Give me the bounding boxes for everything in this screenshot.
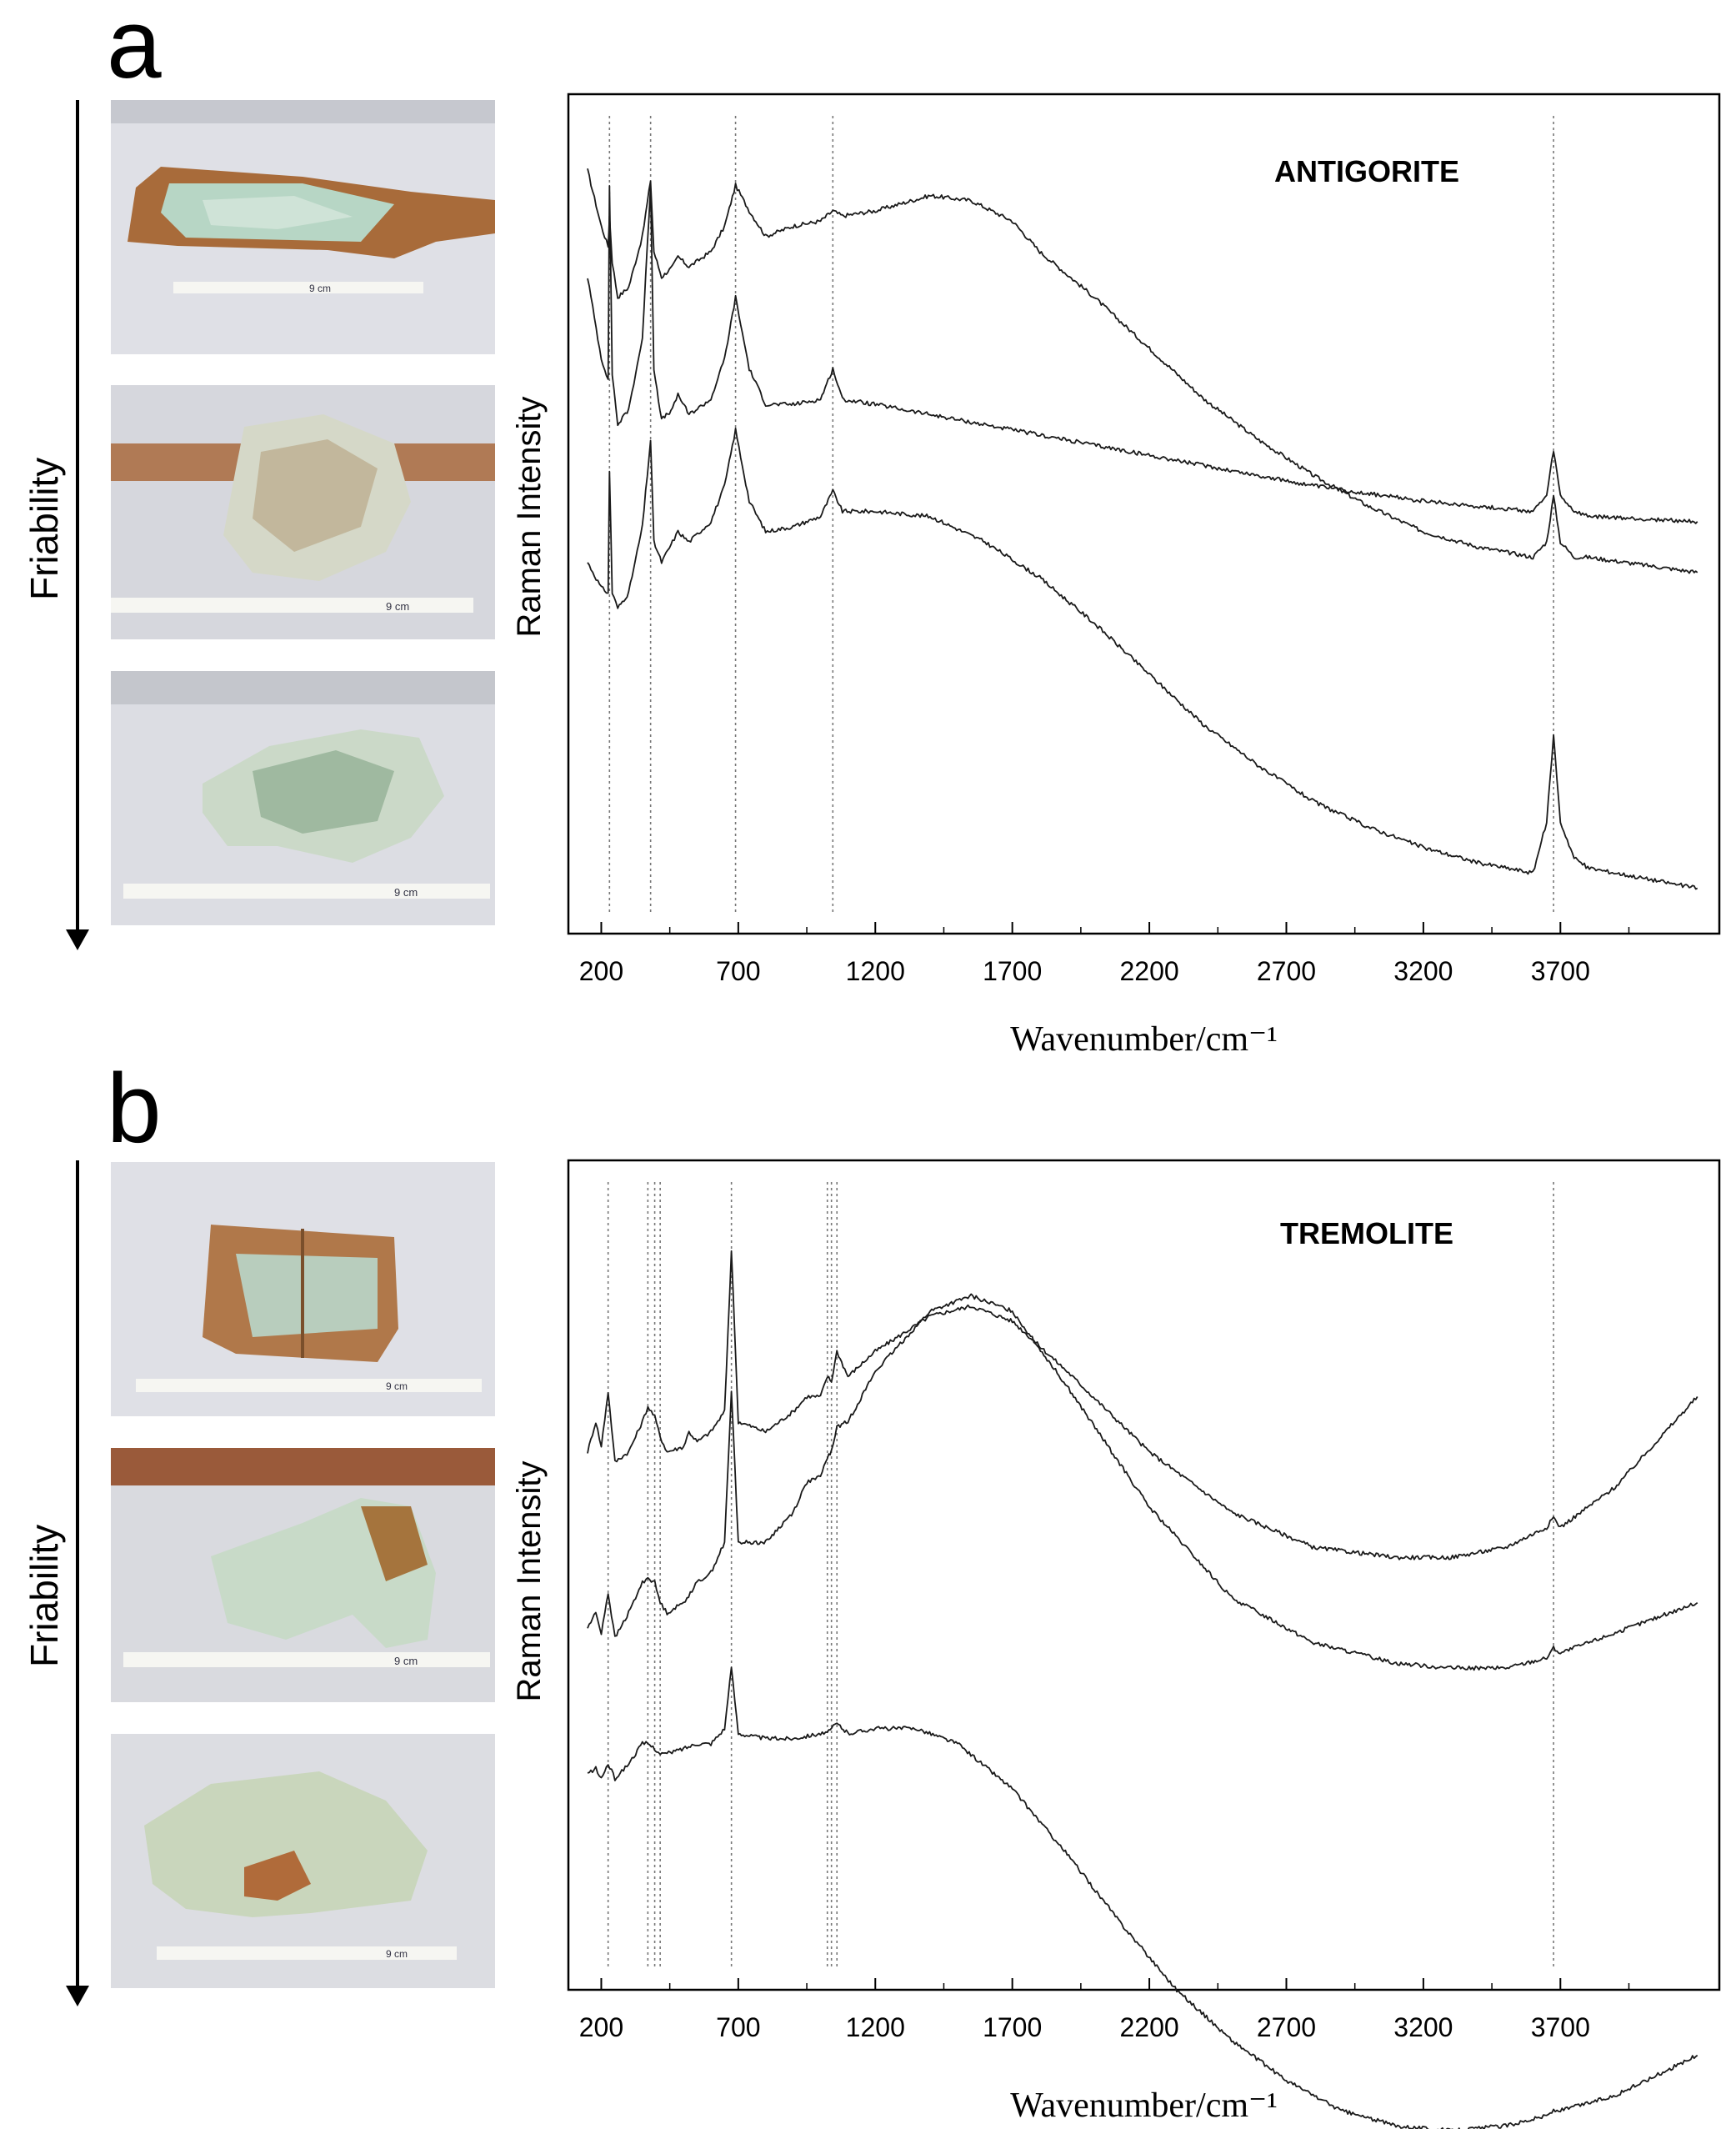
panel-b: b Friability 9 cm 9 cm 9 — [0, 1059, 1736, 2129]
x-tick-label: 1200 — [846, 956, 905, 986]
scale-label: 9 cm — [386, 1380, 408, 1392]
friability-arrow — [66, 1160, 89, 2006]
x-axis-label: Wavenumber/cm⁻¹ — [1010, 1020, 1278, 1059]
x-tick-label: 3200 — [1393, 956, 1453, 986]
x-tick-label: 700 — [716, 956, 760, 986]
friability-label: Friability — [23, 457, 66, 600]
spectrum-line — [587, 428, 1698, 890]
scale-label: 9 cm — [386, 600, 409, 613]
x-tick-label: 3200 — [1393, 2012, 1453, 2042]
raman-chart-antigorite: 200 700 1200 1700 2200 2700 3200 3700 ANTIGORITE… — [511, 93, 1721, 1059]
x-tick-label: 2200 — [1119, 2012, 1178, 2042]
plot-frame — [567, 93, 1721, 935]
x-tick-label: 2700 — [1257, 2012, 1316, 2042]
spectrum-line — [587, 184, 1698, 524]
y-axis-label: Raman Intensity — [511, 396, 548, 637]
sample-photo: 9 cm — [111, 100, 495, 354]
friability-label: Friability — [23, 1524, 66, 1667]
panel-letter: a — [107, 0, 162, 99]
sample-photo: 9 cm — [111, 1448, 495, 1702]
x-tick-label: 3700 — [1531, 956, 1590, 986]
scale-label: 9 cm — [394, 1655, 418, 1667]
sample-photo: 9 cm — [111, 671, 495, 925]
sample-photo: 9 cm — [111, 1734, 495, 1988]
plot-frame — [567, 1159, 1721, 1991]
scale-label: 9 cm — [394, 886, 418, 899]
panel-letter: b — [107, 1054, 162, 1164]
x-tick-label: 3700 — [1531, 2012, 1590, 2042]
spectrum-line — [587, 168, 1698, 574]
x-tick-label: 700 — [716, 2012, 760, 2042]
x-tick-label: 2700 — [1257, 956, 1316, 986]
x-tick-label: 200 — [579, 2012, 623, 2042]
chart-title: ANTIGORITE — [1274, 154, 1459, 188]
raman-chart-tremolite: 200 700 1200 1700 2200 2700 3200 3700 TREMOLITE R… — [511, 1159, 1721, 2129]
x-axis-label: Wavenumber/cm⁻¹ — [1010, 2086, 1278, 2125]
x-tick-label: 1200 — [846, 2012, 905, 2042]
sample-photo: 9 cm — [111, 1162, 495, 1416]
sample-photo: 9 cm — [111, 385, 495, 639]
panel-a: a Friability 9 cm 9 cm — [0, 0, 1736, 1064]
scale-label: 9 cm — [386, 1948, 408, 1960]
x-tick-label: 2200 — [1119, 956, 1178, 986]
chart-title: TREMOLITE — [1280, 1216, 1453, 1250]
x-tick-label: 200 — [579, 956, 623, 986]
x-tick-label: 1700 — [983, 2012, 1042, 2042]
spectrum-line — [587, 1293, 1698, 1671]
y-axis-label: Raman Intensity — [511, 1460, 548, 1701]
spectrum-line — [587, 1666, 1698, 2129]
x-tick-label: 1700 — [983, 956, 1042, 986]
spectrum-line — [587, 1250, 1698, 1560]
friability-arrow — [66, 100, 89, 950]
scale-label: 9 cm — [309, 283, 331, 294]
